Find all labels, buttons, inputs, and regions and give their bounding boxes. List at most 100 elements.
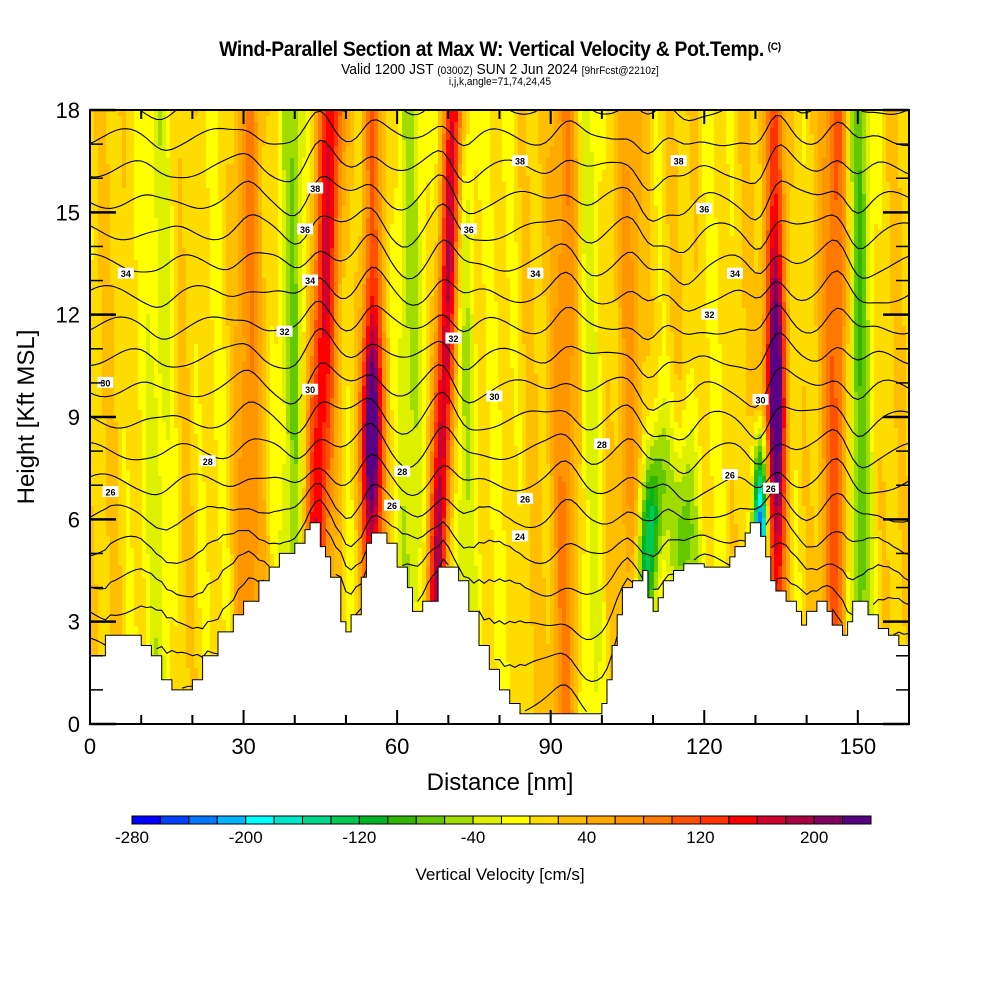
velocity-cell	[282, 170, 286, 176]
velocity-cell	[98, 152, 102, 158]
velocity-cell	[102, 302, 106, 308]
velocity-cell	[198, 662, 202, 668]
velocity-cell	[126, 362, 130, 368]
velocity-cell	[170, 278, 174, 284]
velocity-cell	[178, 632, 182, 638]
velocity-cell	[222, 278, 226, 284]
velocity-cell	[262, 500, 266, 506]
velocity-cell	[194, 152, 198, 158]
velocity-cell	[246, 134, 250, 140]
velocity-cell	[154, 440, 158, 446]
velocity-cell	[194, 362, 198, 368]
velocity-cell	[166, 314, 170, 320]
velocity-cell	[142, 260, 146, 266]
velocity-cell	[98, 530, 102, 536]
velocity-cell	[222, 464, 226, 470]
velocity-cell	[158, 566, 162, 572]
velocity-cell	[174, 512, 178, 518]
velocity-cell	[126, 218, 130, 224]
velocity-cell	[226, 236, 230, 242]
velocity-cell	[150, 362, 154, 368]
velocity-cell	[242, 326, 246, 332]
velocity-cell	[114, 122, 118, 128]
velocity-cell	[238, 566, 242, 572]
velocity-cell	[102, 122, 106, 128]
velocity-cell	[174, 212, 178, 218]
velocity-cell	[206, 140, 210, 146]
velocity-cell	[262, 290, 266, 296]
velocity-cell	[230, 146, 234, 152]
velocity-cell	[130, 164, 134, 170]
velocity-cell	[122, 344, 126, 350]
velocity-cell	[166, 620, 170, 626]
velocity-cell	[278, 434, 282, 440]
velocity-cell	[162, 146, 166, 152]
velocity-cell	[174, 302, 178, 308]
velocity-cell	[146, 476, 150, 482]
velocity-cell	[150, 638, 154, 644]
velocity-cell	[118, 224, 122, 230]
velocity-cell	[130, 542, 134, 548]
velocity-cell	[214, 572, 218, 578]
velocity-cell	[278, 428, 282, 434]
velocity-cell	[206, 632, 210, 638]
velocity-cell	[266, 422, 270, 428]
velocity-cell	[206, 242, 210, 248]
velocity-cell	[182, 194, 186, 200]
velocity-cell	[198, 524, 202, 530]
velocity-cell	[250, 572, 254, 578]
velocity-cell	[226, 482, 230, 488]
velocity-cell	[154, 422, 158, 428]
velocity-cell	[270, 260, 274, 266]
velocity-cell	[218, 476, 222, 482]
velocity-cell	[98, 554, 102, 560]
velocity-cell	[222, 392, 226, 398]
velocity-cell	[102, 530, 106, 536]
velocity-cell	[246, 242, 250, 248]
velocity-cell	[258, 464, 262, 470]
velocity-cell	[146, 566, 150, 572]
velocity-cell	[126, 368, 130, 374]
velocity-cell	[166, 218, 170, 224]
velocity-cell	[162, 176, 166, 182]
velocity-cell	[226, 614, 230, 620]
velocity-cell	[242, 554, 246, 560]
velocity-cell	[134, 332, 138, 338]
velocity-cell	[142, 452, 146, 458]
velocity-cell	[254, 362, 258, 368]
velocity-cell	[122, 428, 126, 434]
velocity-cell	[114, 626, 118, 632]
velocity-cell	[230, 458, 234, 464]
velocity-cell	[138, 506, 142, 512]
velocity-cell	[166, 476, 170, 482]
velocity-cell	[146, 356, 150, 362]
velocity-cell	[114, 446, 118, 452]
velocity-cell	[246, 500, 250, 506]
velocity-cell	[234, 500, 238, 506]
velocity-cell	[198, 584, 202, 590]
velocity-cell	[274, 560, 278, 566]
velocity-cell	[110, 230, 114, 236]
velocity-cell	[250, 536, 254, 542]
velocity-cell	[174, 428, 178, 434]
velocity-cell	[158, 320, 162, 326]
velocity-cell	[118, 470, 122, 476]
velocity-cell	[166, 230, 170, 236]
velocity-cell	[278, 152, 282, 158]
velocity-cell	[266, 134, 270, 140]
velocity-cell	[134, 518, 138, 524]
velocity-cell	[114, 218, 118, 224]
velocity-cell	[162, 344, 166, 350]
velocity-cell	[142, 446, 146, 452]
velocity-cell	[202, 116, 206, 122]
velocity-cell	[142, 422, 146, 428]
velocity-cell	[202, 404, 206, 410]
velocity-cell	[226, 122, 230, 128]
velocity-cell	[102, 566, 106, 572]
velocity-cell	[110, 608, 114, 614]
velocity-cell	[210, 170, 214, 176]
velocity-cell	[266, 368, 270, 374]
velocity-cell	[210, 356, 214, 362]
velocity-cell	[218, 380, 222, 386]
velocity-cell	[158, 314, 162, 320]
